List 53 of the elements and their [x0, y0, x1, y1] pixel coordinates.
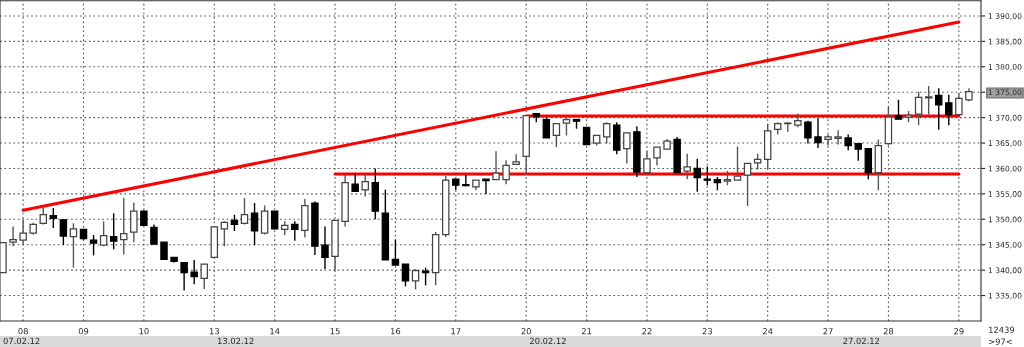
candlestick	[180, 261, 188, 292]
candlestick	[693, 158, 702, 193]
x-tick-label: 10	[139, 328, 149, 335]
text: 12439	[989, 326, 1015, 333]
x-tick-label: 27	[823, 328, 833, 335]
candlestick	[351, 172, 359, 193]
candlestick	[401, 263, 410, 288]
x-tick-label: 22	[642, 328, 652, 335]
candlestick	[361, 172, 369, 198]
text: 27.02.12	[843, 337, 880, 344]
x-tick-label: 29	[954, 328, 964, 335]
candlestick	[250, 202, 259, 246]
x-tick-label: 28	[883, 328, 894, 335]
candlestick	[653, 146, 661, 167]
candlestick	[814, 117, 822, 149]
x-tick-label: 21	[581, 328, 592, 335]
candlestick	[391, 238, 400, 266]
text: 13.02.12	[218, 337, 254, 344]
candlestick	[482, 178, 490, 195]
x-tick-label: 08	[18, 328, 28, 335]
candlestick	[109, 212, 118, 250]
candlestick	[270, 210, 279, 231]
x-tick-label: 23	[702, 328, 712, 335]
candlestick	[945, 94, 953, 126]
candlestick	[703, 165, 712, 186]
candlestick	[934, 87, 943, 131]
x-tick-label: 13	[209, 328, 219, 335]
text: 20.02.12	[530, 337, 566, 344]
x-tick-label: 14	[270, 328, 280, 335]
text: 07.02.12	[3, 337, 40, 344]
x-tick-label: 09	[78, 328, 89, 335]
candlestick	[321, 225, 329, 270]
candlestick	[89, 234, 98, 257]
candlestick	[512, 153, 520, 166]
candlestick	[864, 147, 873, 180]
candlestick	[49, 207, 58, 229]
candlestick	[924, 85, 933, 116]
candlestick	[190, 259, 198, 286]
candlestick	[291, 220, 299, 242]
candlestick	[502, 159, 510, 185]
candlestick	[804, 119, 812, 145]
x-tick-label: 20	[521, 328, 531, 335]
x-tick-label: 16	[391, 328, 401, 335]
x-tick-label: 24	[763, 328, 773, 335]
candlestick	[150, 223, 158, 245]
text: >97<	[989, 338, 1012, 345]
candlestick	[542, 116, 551, 139]
candlestick	[59, 219, 68, 246]
candlestick	[894, 99, 903, 120]
x-tick-label: 15	[330, 328, 340, 335]
candlestick	[955, 92, 963, 116]
candlestick	[462, 174, 470, 187]
x-tick-label: 17	[451, 328, 461, 335]
